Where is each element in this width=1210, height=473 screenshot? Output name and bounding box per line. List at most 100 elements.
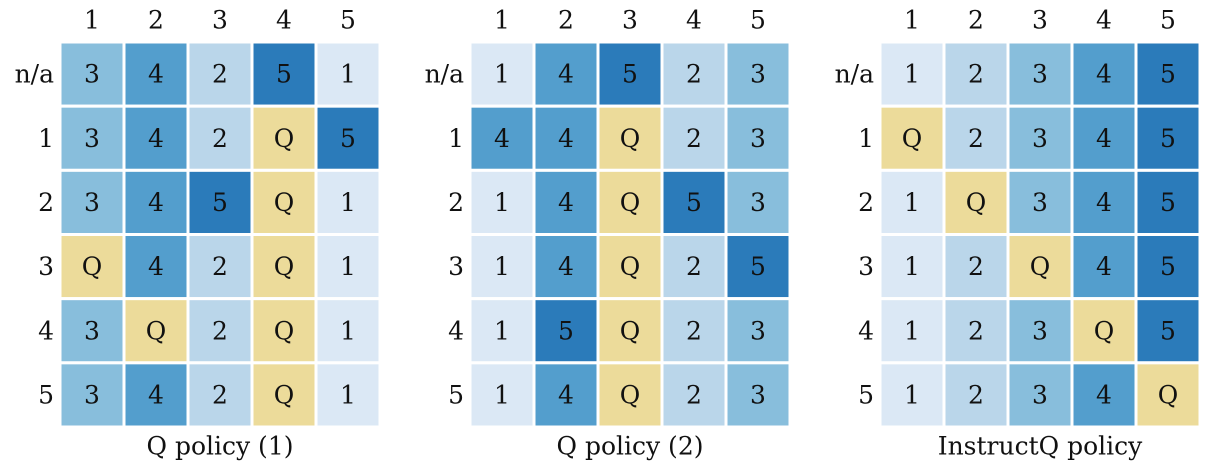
cell-label: 2 xyxy=(686,380,702,409)
cell-label: 1 xyxy=(494,252,510,281)
cell-label: 2 xyxy=(968,316,984,345)
cell-label: 3 xyxy=(84,380,100,409)
y-tick-label: 3 xyxy=(448,252,464,281)
cell-label: 5 xyxy=(1160,188,1176,217)
cell xyxy=(468,233,536,301)
cell-label: Q xyxy=(620,124,641,153)
cell-label: 1 xyxy=(904,252,920,281)
cell-label: 5 xyxy=(212,188,228,217)
x-tick-label: 3 xyxy=(1032,6,1048,35)
cell xyxy=(724,168,792,236)
cell-label: 5 xyxy=(558,316,574,345)
y-tick-label: 1 xyxy=(858,124,874,153)
cell xyxy=(724,233,792,301)
cell-label: 5 xyxy=(340,124,356,153)
cell-label: 5 xyxy=(750,252,766,281)
cell-label: 4 xyxy=(1096,60,1112,89)
cell-label: 1 xyxy=(340,252,356,281)
cell-label: Q xyxy=(274,252,295,281)
cell xyxy=(314,233,382,301)
cell-label: 4 xyxy=(1096,252,1112,281)
cell-label: 4 xyxy=(148,60,164,89)
cell-label: Q xyxy=(274,124,295,153)
cell-label: Q xyxy=(82,252,103,281)
cell-label: 5 xyxy=(686,188,702,217)
cell-label: Q xyxy=(902,124,923,153)
cell xyxy=(468,361,536,429)
cell-label: 2 xyxy=(686,124,702,153)
x-tick-label: 1 xyxy=(904,6,920,35)
cell-label: Q xyxy=(620,252,641,281)
y-tick-label: 1 xyxy=(38,124,54,153)
cell xyxy=(186,361,254,429)
cell-label: 2 xyxy=(212,380,228,409)
y-tick-label: 3 xyxy=(38,252,54,281)
cell xyxy=(122,233,190,301)
cell-label: 3 xyxy=(1032,316,1048,345)
cell-label: Q xyxy=(1030,252,1051,281)
panel-title: Q policy (1) xyxy=(147,432,294,461)
cell-label: 4 xyxy=(558,252,574,281)
cell-label: Q xyxy=(146,316,167,345)
x-tick-label: 5 xyxy=(340,6,356,35)
y-tick-label: n/a xyxy=(835,60,875,89)
cell-label: 1 xyxy=(340,188,356,217)
cell-label: 5 xyxy=(1160,316,1176,345)
cell-label: 4 xyxy=(1096,380,1112,409)
cell xyxy=(468,104,536,172)
cell-label: 2 xyxy=(212,124,228,153)
cell xyxy=(186,104,254,172)
cell-label: 4 xyxy=(148,380,164,409)
cell xyxy=(660,361,728,429)
cell-label: Q xyxy=(620,188,641,217)
x-tick-label: 4 xyxy=(1096,6,1112,35)
cell xyxy=(942,168,1010,236)
cell-label: 3 xyxy=(84,124,100,153)
cell xyxy=(942,104,1010,172)
cell-label: 4 xyxy=(148,188,164,217)
cell-label: 2 xyxy=(212,316,228,345)
cell-label: 3 xyxy=(750,188,766,217)
cell-label: 1 xyxy=(494,380,510,409)
cell-label: Q xyxy=(966,188,987,217)
y-tick-label: 5 xyxy=(38,380,54,409)
cell-label: Q xyxy=(1158,380,1179,409)
y-tick-label: 5 xyxy=(858,380,874,409)
x-tick-label: 4 xyxy=(686,6,702,35)
cell-label: Q xyxy=(274,380,295,409)
cell-label: 2 xyxy=(968,60,984,89)
panel-title: InstructQ policy xyxy=(938,432,1143,461)
cell xyxy=(1070,40,1138,108)
cell-label: 1 xyxy=(904,60,920,89)
cell xyxy=(58,233,126,301)
cell xyxy=(596,233,664,301)
cell xyxy=(1070,168,1138,236)
cell-label: 4 xyxy=(148,124,164,153)
cell-label: 1 xyxy=(494,60,510,89)
y-tick-label: 2 xyxy=(448,188,464,217)
cell-label: 4 xyxy=(1096,188,1112,217)
cell-label: 2 xyxy=(212,60,228,89)
cell-label: 1 xyxy=(340,60,356,89)
cell-label: 4 xyxy=(148,252,164,281)
cell-label: 3 xyxy=(84,316,100,345)
y-tick-label: n/a xyxy=(425,60,465,89)
cell-label: 5 xyxy=(1160,124,1176,153)
cell-label: 4 xyxy=(1096,124,1112,153)
cell-label: 5 xyxy=(622,60,638,89)
cell xyxy=(122,168,190,236)
cell-label: 2 xyxy=(968,124,984,153)
x-tick-label: 5 xyxy=(750,6,766,35)
cell-label: 2 xyxy=(686,252,702,281)
cell xyxy=(314,361,382,429)
y-tick-label: 2 xyxy=(38,188,54,217)
cell-label: 3 xyxy=(1032,380,1048,409)
cell-label: 3 xyxy=(750,316,766,345)
cell-label: 4 xyxy=(558,380,574,409)
cell xyxy=(878,40,946,108)
cell xyxy=(314,104,382,172)
cell xyxy=(1070,104,1138,172)
cell xyxy=(724,297,792,365)
cell xyxy=(942,233,1010,301)
cell xyxy=(532,361,600,429)
